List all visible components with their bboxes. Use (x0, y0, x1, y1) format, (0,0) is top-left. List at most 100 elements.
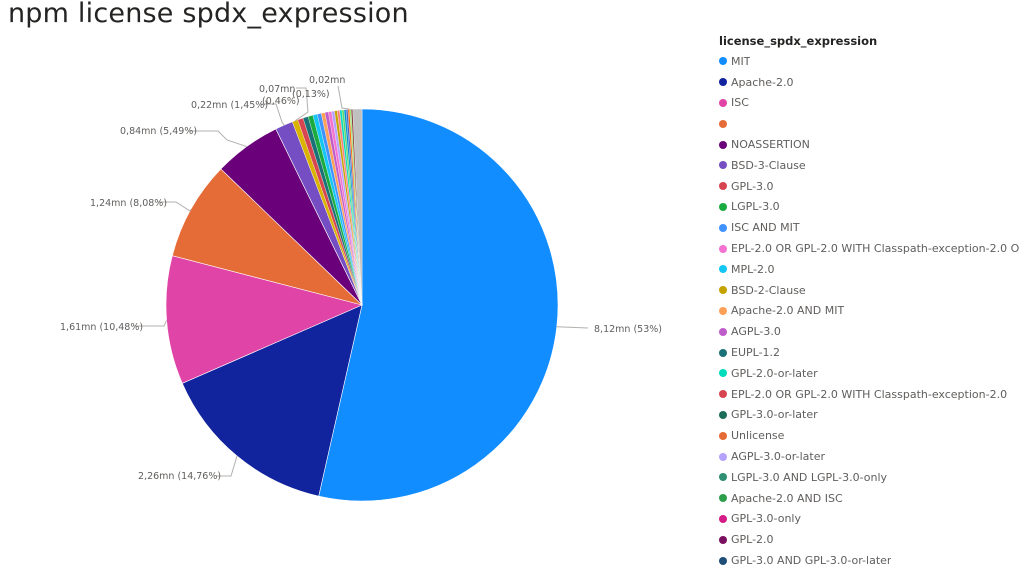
legend-label: GPL-3.0 (731, 179, 774, 193)
legend-item[interactable]: Unlicense (719, 425, 1019, 446)
legend-item[interactable]: NOASSERTION (719, 134, 1019, 155)
legend-marker-icon (719, 78, 727, 87)
legend-label: AGPL-3.0 (731, 325, 781, 339)
pie-slice[interactable] (171, 168, 364, 306)
legend-item[interactable]: LGPL-3.0 (719, 197, 1019, 218)
legend-item[interactable]: BSD-2-Clause (719, 280, 1019, 301)
legend-label: NOASSERTION (731, 138, 810, 152)
legend-item[interactable]: EPL-2.0 OR GPL-2.0 WITH Classpath-except… (719, 384, 1019, 405)
data-label-percent: (0,46%) (262, 96, 300, 107)
legend-marker-icon (719, 494, 727, 503)
legend-label: Apache-2.0 AND MIT (731, 304, 845, 318)
legend-item[interactable]: ISC AND MIT (719, 217, 1019, 238)
legend-item[interactable]: MPL-2.0 (719, 259, 1019, 280)
legend-marker-icon (719, 182, 727, 191)
legend-item[interactable]: GPL-2.0 (719, 529, 1019, 550)
legend-marker-icon (719, 119, 727, 128)
pie-slice[interactable] (165, 255, 363, 384)
label-leader-line (134, 320, 168, 327)
legend-marker-icon (719, 223, 727, 232)
legend-label: Unlicense (731, 429, 785, 443)
legend-item[interactable]: EPL-2.0 OR GPL-2.0 WITH Classpath-except… (719, 238, 1019, 259)
legend-item[interactable]: Apache-2.0 AND MIT (719, 301, 1019, 322)
data-label: 1,61mn (10,48%) (60, 322, 143, 333)
legend-marker-icon (719, 369, 727, 378)
legend-label: Apache-2.0 (731, 75, 794, 89)
legend: license_spdx_expression MIT Apache-2.0 ISC… (719, 34, 1019, 571)
data-label: 2,26mn (14,76%) (138, 471, 221, 482)
legend-item[interactable]: GPL-3.0-or-later (719, 405, 1019, 426)
legend-marker-icon (719, 410, 727, 419)
legend-label: ISC (731, 96, 749, 110)
data-label: 0,07mn (259, 84, 295, 95)
pie-chart: 8,12mn (53%) 2,26mn (14,76%) 1,61mn (10,48… (60, 75, 662, 502)
legend-item[interactable]: GPL-3.0 (719, 176, 1019, 197)
legend-item[interactable]: EUPL-1.2 (719, 342, 1019, 363)
legend-marker-icon (719, 556, 727, 565)
data-label: 8,12mn (53%) (594, 324, 662, 335)
legend-marker-icon (719, 452, 727, 461)
legend-label: ISC AND MIT (731, 221, 800, 235)
pie-slice[interactable] (181, 304, 363, 497)
label-leader-line (260, 103, 285, 126)
legend-item[interactable]: GPL-3.0-only (719, 509, 1019, 530)
legend-item[interactable]: Apache-2.0 AND ISC (719, 488, 1019, 509)
legend-label: LGPL-3.0 AND LGPL-3.0-only (731, 470, 888, 484)
legend-item[interactable]: Apache-2.0 (719, 72, 1019, 93)
legend-marker-icon (719, 514, 727, 523)
legend-item[interactable]: LGPL-3.0 AND LGPL-3.0-only (719, 467, 1019, 488)
legend-marker-icon (719, 431, 727, 440)
legend-marker-icon (719, 161, 727, 170)
legend-marker-icon (719, 57, 727, 66)
legend-label: LGPL-3.0 (731, 200, 780, 214)
legend-marker-icon (719, 286, 727, 295)
legend-item[interactable]: GPL-2.0-or-later (719, 363, 1019, 384)
data-label: 0,84mn (5,49%) (120, 126, 197, 137)
legend-item[interactable]: GPL-3.0 AND GPL-3.0-or-later (719, 550, 1019, 571)
legend-label: GPL-2.0-or-later (731, 366, 818, 380)
legend-label: MIT (731, 54, 751, 68)
legend-label: GPL-3.0-or-later (731, 408, 818, 422)
legend-marker-icon (719, 327, 727, 336)
legend-label: MPL-2.0 (731, 262, 775, 276)
legend-marker-icon (719, 202, 727, 211)
pie-slice[interactable] (318, 108, 559, 502)
legend-marker-icon (719, 306, 727, 315)
data-label: 1,24mn (8,08%) (90, 198, 167, 209)
legend-label: GPL-2.0 (731, 533, 774, 547)
legend-label: BSD-3-Clause (731, 158, 806, 172)
data-label: 0,22mn (1,45%) (191, 100, 268, 111)
data-label: 0,02mn (309, 75, 345, 86)
legend-items: MIT Apache-2.0 ISC NOASSERTION BSD-3-Clause G… (719, 51, 1019, 571)
label-leader-line (158, 201, 192, 212)
legend-marker-icon (719, 390, 727, 399)
label-leader-line (294, 87, 309, 122)
legend-item[interactable]: AGPL-3.0 (719, 321, 1019, 342)
legend-item[interactable]: AGPL-3.0-or-later (719, 446, 1019, 467)
legend-marker-icon (719, 98, 727, 107)
legend-item[interactable]: BSD-3-Clause (719, 155, 1019, 176)
legend-label: GPL-3.0 AND GPL-3.0-or-later (731, 554, 892, 568)
page-title: npm license spdx_expression (8, 0, 409, 29)
legend-marker-icon (719, 265, 727, 274)
legend-marker-icon (719, 348, 727, 357)
legend-label: EUPL-1.2 (731, 346, 781, 360)
legend-label: EPL-2.0 OR GPL-2.0 WITH Classpath-except… (731, 242, 1019, 256)
legend-label: AGPL-3.0-or-later (731, 450, 825, 464)
legend-item[interactable]: ISC (719, 93, 1019, 114)
label-leader-line (216, 455, 238, 477)
legend-item[interactable] (719, 113, 1019, 134)
legend-label: GPL-3.0-only (731, 512, 801, 526)
legend-label: Apache-2.0 AND ISC (731, 491, 843, 505)
label-leader-line (556, 326, 589, 329)
legend-item[interactable]: MIT (719, 51, 1019, 72)
legend-marker-icon (719, 140, 727, 149)
legend-marker-icon (719, 473, 727, 482)
pie-slice[interactable] (352, 108, 363, 306)
legend-marker-icon (719, 244, 727, 253)
legend-title: license_spdx_expression (719, 34, 878, 48)
data-label-percent: (0,13%) (292, 89, 330, 100)
legend-label: BSD-2-Clause (731, 283, 806, 297)
label-leader-line (188, 130, 247, 148)
label-leader-line (337, 85, 351, 110)
